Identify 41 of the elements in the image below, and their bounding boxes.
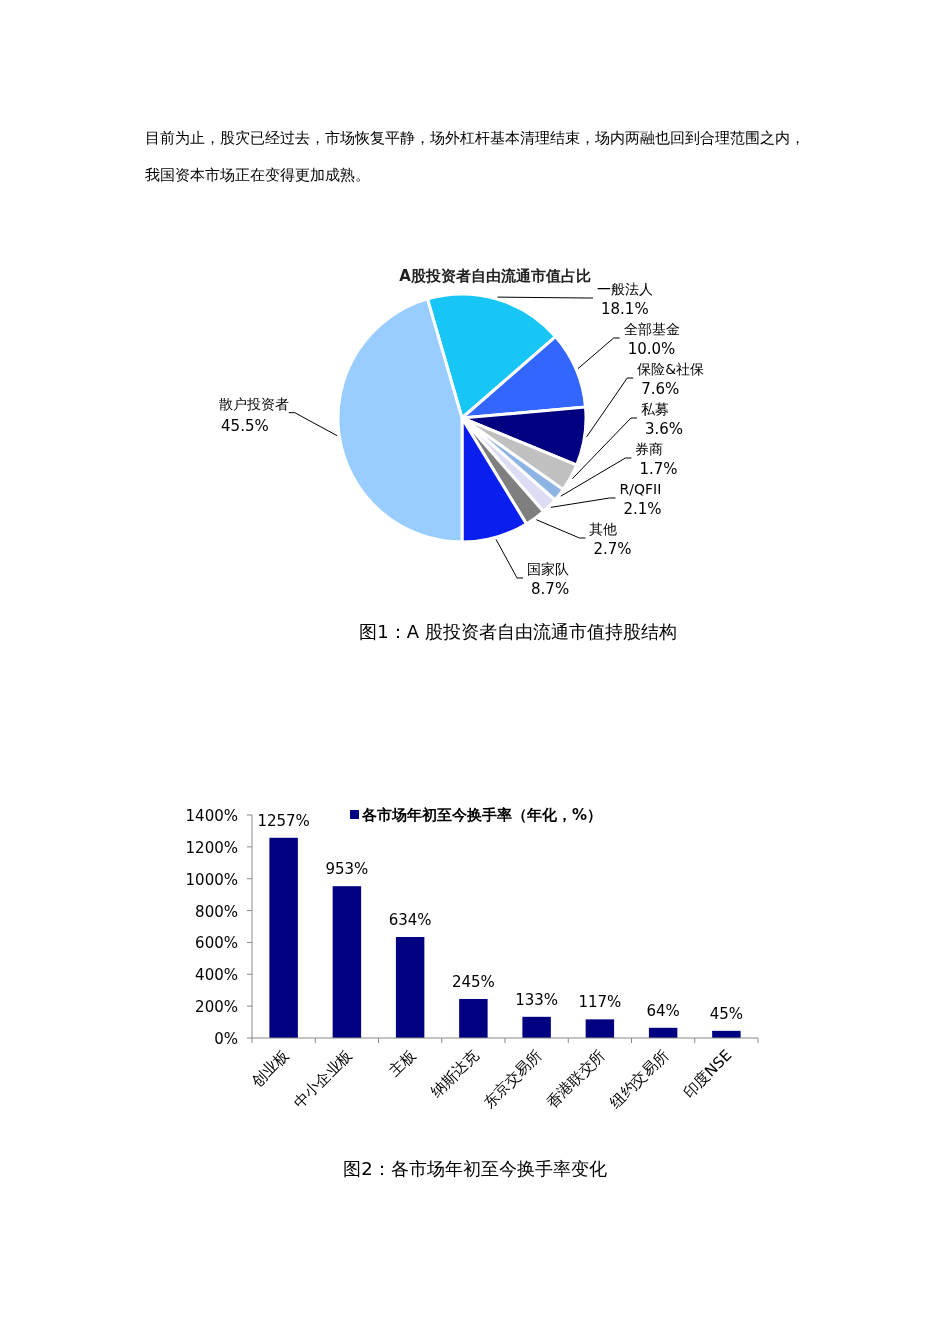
data-label: 10.0% — [627, 340, 676, 358]
slice-label: 一般法人 — [597, 281, 654, 297]
data-label: 1257% — [257, 811, 310, 830]
slice-label: R/QFII — [619, 481, 662, 497]
data-label: 634% — [388, 911, 432, 930]
slice-label: 国家队 — [527, 561, 570, 577]
y-tick-label: 800% — [195, 902, 238, 921]
caption: 图1：A 股投资者自由流通市值持股结构 — [359, 621, 677, 642]
y-tick-label: 400% — [195, 966, 238, 985]
data-label: 117% — [578, 993, 622, 1012]
chart-title: A股投资者自由流通市值占比 — [399, 267, 591, 285]
y-tick-label: 0% — [214, 1030, 238, 1048]
data-label: 18.1% — [601, 300, 649, 318]
y-tick-label: 200% — [195, 998, 238, 1017]
data-label: 245% — [451, 972, 495, 991]
y-tick-label: 600% — [195, 934, 238, 953]
y-tick-label: 1200% — [185, 838, 238, 857]
slice-label: 其他 — [589, 521, 618, 537]
data-label: 45% — [709, 1004, 744, 1023]
data-label: 133% — [515, 990, 559, 1009]
text: 目前为止，股灾已经过去，市场恢复平静，场外杠杆基本清理结束，场内两融也回到合理范围之内，我国资本市场正在变得更加成熟。 — [145, 129, 805, 184]
data-label: 45.5% — [221, 416, 269, 435]
legend-label: 各市场年初至今换手率（年化，%） — [361, 806, 603, 824]
data-label: 1.7% — [639, 460, 678, 478]
slice-label: 券商 — [635, 441, 664, 457]
y-tick-label: 1000% — [185, 870, 238, 889]
slice-label: 散户投资者 — [218, 395, 289, 412]
slice-label: 私募 — [640, 401, 669, 417]
data-label: 3.6% — [644, 420, 684, 438]
data-label: 2.1% — [623, 500, 662, 518]
data-label: 2.7% — [593, 540, 632, 558]
data-label: 953% — [325, 860, 369, 879]
slice-label: 保险&社保 — [637, 361, 705, 377]
data-label: 64% — [646, 1001, 680, 1020]
data-label: 7.6% — [641, 380, 680, 398]
slice-label: 全部基金 — [623, 321, 680, 337]
data-label: 8.7% — [531, 580, 570, 598]
x-tick-label: 纽约交易所 — [606, 1046, 672, 1112]
y-tick-label: 1400% — [185, 807, 238, 825]
caption: 图2：各市场年初至今换手率变化 — [343, 1158, 607, 1179]
x-tick-label: 主板 — [385, 1046, 419, 1081]
